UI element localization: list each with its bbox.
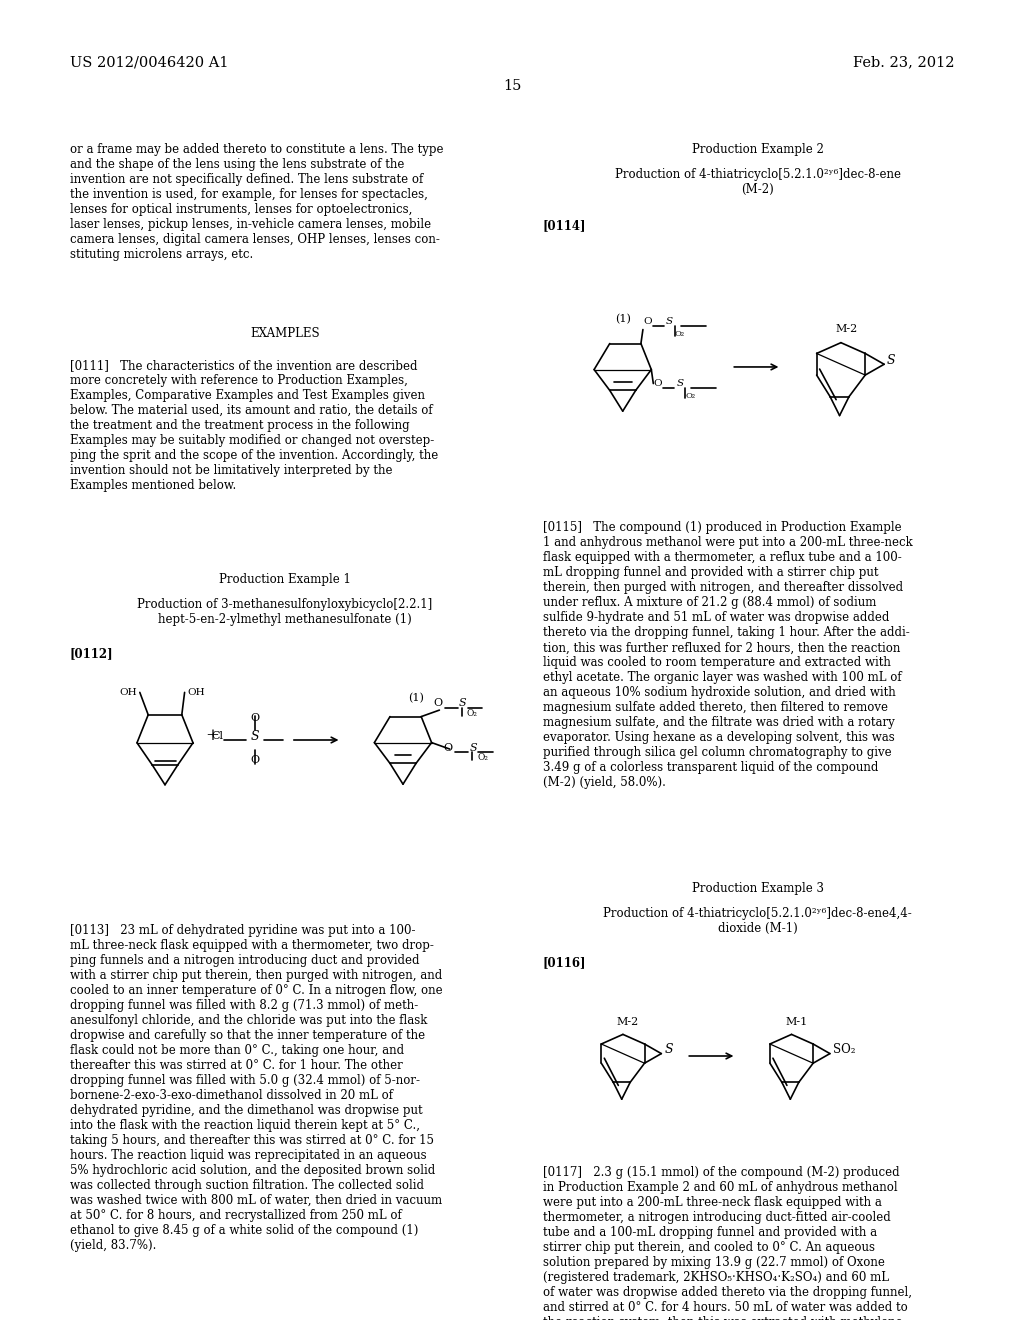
Text: O₂: O₂ (477, 752, 488, 762)
Text: or a frame may be added thereto to constitute a lens. The type
and the shape of : or a frame may be added thereto to const… (70, 143, 443, 260)
Text: [0115]   The compound (1) produced in Production Example
1 and anhydrous methano: [0115] The compound (1) produced in Prod… (543, 521, 912, 789)
Text: S: S (469, 743, 477, 752)
Text: Production Example 2: Production Example 2 (692, 143, 823, 156)
Text: Production Example 3: Production Example 3 (692, 882, 823, 895)
Text: +: + (206, 726, 219, 743)
Text: EXAMPLES: EXAMPLES (250, 327, 319, 341)
Text: Production Example 1: Production Example 1 (219, 573, 350, 586)
Text: S: S (666, 317, 673, 326)
Text: S: S (250, 730, 259, 742)
Text: [0117]   2.3 g (15.1 mmol) of the compound (M-2) produced
in Production Example : [0117] 2.3 g (15.1 mmol) of the compound… (543, 1166, 915, 1320)
Text: O: O (653, 379, 662, 388)
Text: (1): (1) (614, 314, 631, 325)
Text: O₂: O₂ (675, 330, 685, 338)
Text: [0114]: [0114] (543, 219, 586, 232)
Text: O: O (643, 317, 651, 326)
Text: 15: 15 (503, 79, 521, 94)
Text: (1): (1) (408, 693, 424, 704)
Text: US 2012/0046420 A1: US 2012/0046420 A1 (70, 55, 228, 70)
Text: O: O (433, 698, 442, 709)
Text: [0112]: [0112] (70, 647, 114, 660)
Text: Production of 4-thiatricyclo[5.2.1.0²ʸ⁶]dec-8-ene
(M-2): Production of 4-thiatricyclo[5.2.1.0²ʸ⁶]… (614, 168, 901, 195)
Text: O₂: O₂ (467, 709, 478, 718)
Text: Feb. 23, 2012: Feb. 23, 2012 (853, 55, 954, 70)
Text: S: S (676, 379, 683, 388)
Text: Cl: Cl (212, 731, 224, 741)
Text: OH: OH (187, 689, 205, 697)
Text: S: S (665, 1043, 673, 1056)
Text: O: O (250, 755, 259, 766)
Text: [0116]: [0116] (543, 956, 586, 969)
Text: OH: OH (119, 689, 137, 697)
Text: [0111]   The characteristics of the invention are described
more concretely with: [0111] The characteristics of the invent… (70, 359, 438, 492)
Text: SO₂: SO₂ (833, 1043, 855, 1056)
Text: S: S (459, 698, 467, 709)
Text: S: S (887, 354, 896, 367)
Text: O: O (443, 743, 453, 752)
Text: M-1: M-1 (785, 1016, 808, 1027)
Text: Production of 4-thiatricyclo[5.2.1.0²ʸ⁶]dec-8-ene4,4-
dioxide (M-1): Production of 4-thiatricyclo[5.2.1.0²ʸ⁶]… (603, 907, 912, 935)
Text: M-2: M-2 (836, 323, 857, 334)
Text: O₂: O₂ (685, 392, 695, 400)
Text: O: O (250, 713, 259, 723)
Text: Production of 3-methanesulfonyloxybicyclo[2.2.1]
hept-5-en-2-ylmethyl methanesul: Production of 3-methanesulfonyloxybicycl… (137, 598, 432, 626)
Text: M-2: M-2 (616, 1016, 639, 1027)
Text: [0113]   23 mL of dehydrated pyridine was put into a 100-
mL three-neck flask eq: [0113] 23 mL of dehydrated pyridine was … (70, 924, 442, 1251)
